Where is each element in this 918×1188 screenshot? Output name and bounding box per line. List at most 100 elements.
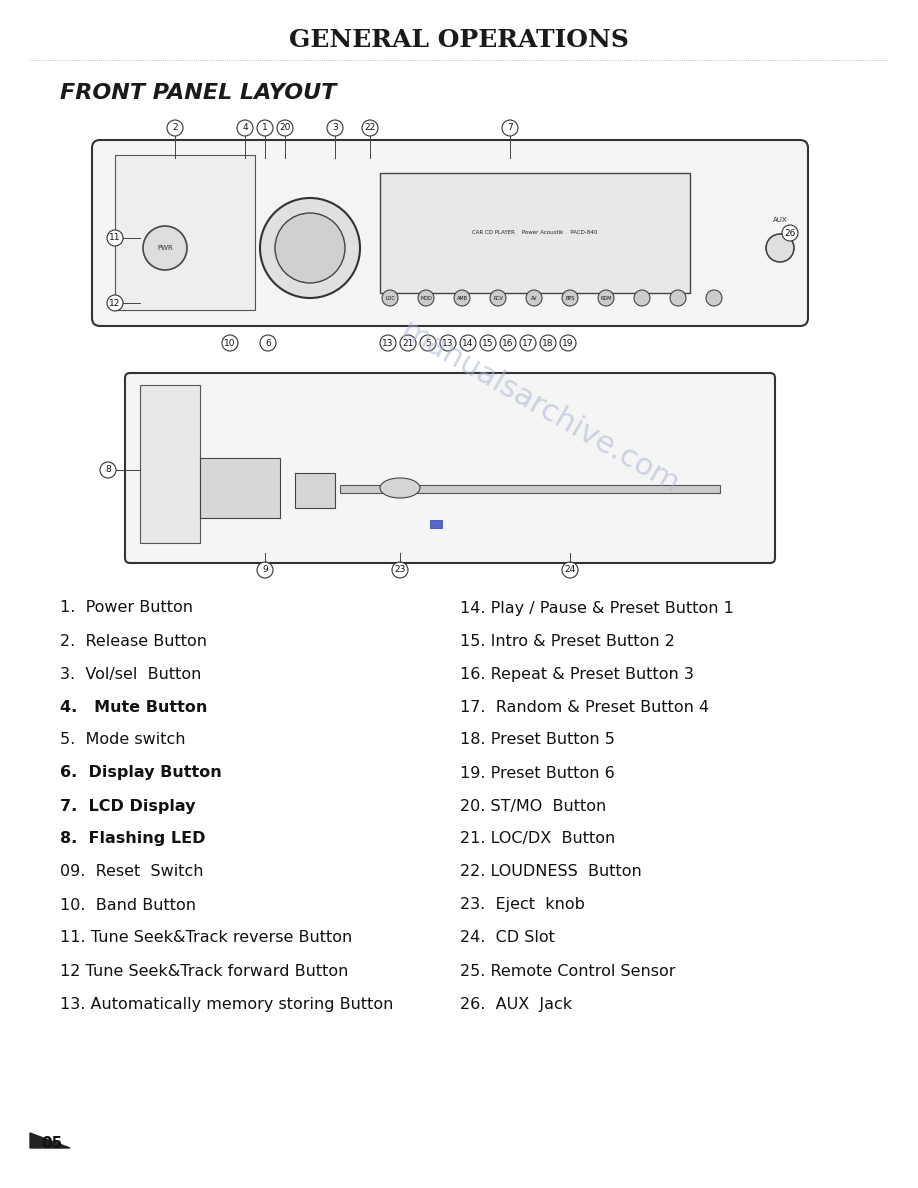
- Circle shape: [540, 335, 556, 350]
- Circle shape: [418, 290, 434, 307]
- Circle shape: [260, 335, 276, 350]
- Text: RDM: RDM: [600, 296, 611, 301]
- Text: 2: 2: [173, 124, 178, 133]
- Circle shape: [392, 562, 408, 579]
- Circle shape: [237, 120, 253, 135]
- Circle shape: [167, 120, 183, 135]
- Circle shape: [598, 290, 614, 307]
- Text: LOC: LOC: [386, 296, 395, 301]
- Circle shape: [562, 290, 578, 307]
- Circle shape: [222, 335, 238, 350]
- Text: 24.  CD Slot: 24. CD Slot: [460, 930, 554, 946]
- Circle shape: [460, 335, 476, 350]
- Text: BPS: BPS: [565, 296, 575, 301]
- Text: 1: 1: [263, 124, 268, 133]
- Circle shape: [327, 120, 343, 135]
- Text: MOD: MOD: [420, 296, 431, 301]
- Circle shape: [382, 290, 398, 307]
- Circle shape: [380, 335, 396, 350]
- Circle shape: [634, 290, 650, 307]
- Text: 26.  AUX  Jack: 26. AUX Jack: [460, 997, 572, 1011]
- Text: 5: 5: [425, 339, 431, 348]
- Bar: [380, 173, 690, 293]
- Text: AMB: AMB: [456, 296, 467, 301]
- Text: 1.  Power Button: 1. Power Button: [60, 600, 193, 615]
- Text: 19: 19: [562, 339, 574, 348]
- Text: 16. Repeat & Preset Button 3: 16. Repeat & Preset Button 3: [460, 666, 694, 682]
- Text: AV: AV: [531, 296, 537, 301]
- Circle shape: [107, 230, 123, 246]
- Circle shape: [502, 120, 518, 135]
- Text: 12 Tune Seek&Track forward Button: 12 Tune Seek&Track forward Button: [60, 963, 348, 979]
- Text: 17: 17: [522, 339, 533, 348]
- Circle shape: [670, 290, 686, 307]
- Text: 6.  Display Button: 6. Display Button: [60, 765, 222, 781]
- Text: 3: 3: [332, 124, 338, 133]
- Text: 14. Play / Pause & Preset Button 1: 14. Play / Pause & Preset Button 1: [460, 600, 733, 615]
- Ellipse shape: [380, 478, 420, 498]
- Text: 7: 7: [507, 124, 513, 133]
- Text: 11: 11: [109, 234, 121, 242]
- Text: 6: 6: [265, 339, 271, 348]
- Text: 17.  Random & Preset Button 4: 17. Random & Preset Button 4: [460, 700, 709, 714]
- Circle shape: [143, 226, 187, 270]
- Circle shape: [490, 290, 506, 307]
- FancyBboxPatch shape: [125, 373, 775, 563]
- Text: 14: 14: [463, 339, 474, 348]
- Text: 18: 18: [543, 339, 554, 348]
- Text: 10: 10: [224, 339, 236, 348]
- Text: 4: 4: [242, 124, 248, 133]
- Circle shape: [107, 295, 123, 311]
- Circle shape: [260, 198, 360, 298]
- FancyBboxPatch shape: [92, 140, 808, 326]
- Bar: [115, 154, 255, 310]
- Text: 25. Remote Control Sensor: 25. Remote Control Sensor: [460, 963, 676, 979]
- Circle shape: [706, 290, 722, 307]
- Text: GENERAL OPERATIONS: GENERAL OPERATIONS: [289, 29, 629, 52]
- Text: 3.  Vol/sel  Button: 3. Vol/sel Button: [60, 666, 201, 682]
- Circle shape: [562, 562, 578, 579]
- Text: 23: 23: [395, 565, 406, 575]
- Circle shape: [420, 335, 436, 350]
- Text: 09.  Reset  Switch: 09. Reset Switch: [60, 865, 204, 879]
- Text: 4.   Mute Button: 4. Mute Button: [60, 700, 207, 714]
- Circle shape: [100, 462, 116, 478]
- Text: 7.  LCD Display: 7. LCD Display: [60, 798, 196, 814]
- Circle shape: [560, 335, 576, 350]
- Circle shape: [500, 335, 516, 350]
- Text: 24: 24: [565, 565, 576, 575]
- Text: 18. Preset Button 5: 18. Preset Button 5: [460, 733, 615, 747]
- Text: 23.  Eject  knob: 23. Eject knob: [460, 897, 585, 912]
- Circle shape: [277, 120, 293, 135]
- Circle shape: [275, 213, 345, 283]
- Circle shape: [257, 120, 273, 135]
- Circle shape: [766, 234, 794, 263]
- Text: 8.  Flashing LED: 8. Flashing LED: [60, 832, 206, 847]
- Polygon shape: [30, 1133, 70, 1148]
- Text: AUX: AUX: [773, 217, 788, 223]
- Text: 05: 05: [41, 1136, 62, 1150]
- Text: 22: 22: [364, 124, 375, 133]
- Text: 13. Automatically memory storing Button: 13. Automatically memory storing Button: [60, 997, 394, 1011]
- Text: 22. LOUDNESS  Button: 22. LOUDNESS Button: [460, 865, 642, 879]
- Bar: [140, 385, 200, 543]
- Text: 15. Intro & Preset Button 2: 15. Intro & Preset Button 2: [460, 633, 675, 649]
- Text: 10.  Band Button: 10. Band Button: [60, 897, 196, 912]
- Text: 13: 13: [442, 339, 453, 348]
- Circle shape: [257, 562, 273, 579]
- Circle shape: [520, 335, 536, 350]
- Circle shape: [480, 335, 496, 350]
- Text: 21: 21: [402, 339, 414, 348]
- Text: 26: 26: [784, 228, 796, 238]
- Text: 15: 15: [482, 339, 494, 348]
- Text: 11. Tune Seek&Track reverse Button: 11. Tune Seek&Track reverse Button: [60, 930, 353, 946]
- Text: RCV: RCV: [493, 296, 503, 301]
- Text: CAR CD PLAYER    Power Acoustik    PACD-840: CAR CD PLAYER Power Acoustik PACD-840: [473, 230, 598, 235]
- Text: 19. Preset Button 6: 19. Preset Button 6: [460, 765, 615, 781]
- Text: manualsarchive.com: manualsarchive.com: [396, 316, 685, 500]
- Text: 13: 13: [382, 339, 394, 348]
- Text: 8: 8: [106, 466, 111, 474]
- Circle shape: [362, 120, 378, 135]
- Circle shape: [526, 290, 542, 307]
- Circle shape: [400, 335, 416, 350]
